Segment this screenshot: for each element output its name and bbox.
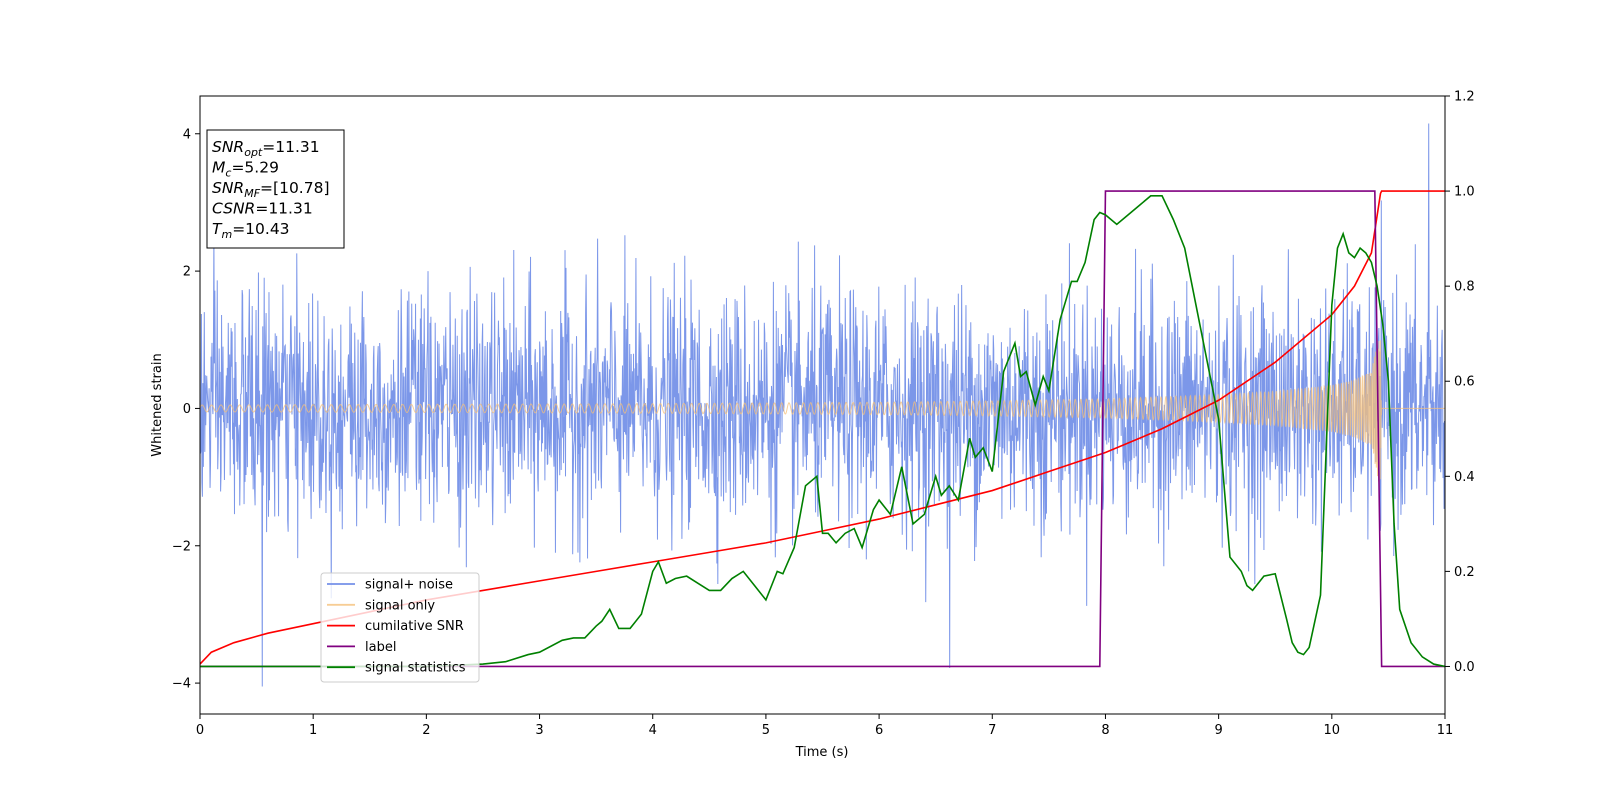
legend-label: cumilative SNR	[365, 619, 464, 634]
x-tick-label: 2	[422, 723, 430, 738]
legend-signal-statistics: signal statistics	[327, 661, 466, 676]
x-axis-label: Time (s)	[795, 745, 849, 760]
y2-tick-label: 0.0	[1454, 660, 1475, 675]
legend-label: signal+ noise	[365, 578, 453, 593]
y-tick-label: 4	[183, 127, 191, 142]
y2-tick-label: 0.4	[1454, 470, 1475, 485]
x-tick-label: 11	[1437, 723, 1454, 738]
y2-tick-label: 0.8	[1454, 280, 1475, 295]
x-tick-label: 9	[1214, 723, 1222, 738]
legend-label: signal statistics	[365, 661, 466, 676]
y2-tick-label: 0.2	[1454, 565, 1475, 580]
x-tick-label: 5	[762, 723, 770, 738]
series-label-line	[200, 190, 1445, 668]
info-line: Tm=10.43	[212, 220, 290, 241]
x-tick-label: 0	[196, 723, 204, 738]
x-tick-label: 7	[988, 723, 996, 738]
y-tick-label: 0	[183, 402, 191, 417]
plot-frame	[199, 95, 1446, 715]
info-box-frame	[206, 129, 345, 249]
y-tick-label: −4	[172, 677, 191, 692]
legend-label: label	[365, 640, 396, 655]
legend-label: label	[327, 640, 396, 655]
info-line: SNRMF=[10.78]	[212, 179, 330, 200]
x-tick-label: 4	[649, 723, 657, 738]
y2-tick-label: 1.2	[1454, 90, 1475, 105]
series-signal-statistics-line	[200, 195, 1445, 668]
legend-cumulative-snr: cumilative SNR	[327, 619, 464, 634]
info-line: CSNR=11.31	[212, 200, 313, 218]
x-tick-label: 8	[1101, 723, 1109, 738]
series-signal-noise-line	[200, 123, 1445, 687]
series-signal-only-line	[200, 340, 1445, 482]
legend: signal+ noise signal only cumilative SNR la…	[320, 572, 480, 683]
x-tick-label: 3	[535, 723, 543, 738]
legend-label: signal only	[365, 598, 435, 613]
x-tick-label: 6	[875, 723, 883, 738]
legend-frame	[320, 572, 480, 683]
legend-signal-noise: signal+ noise	[327, 578, 453, 593]
legend-signal-only: signal only	[327, 598, 435, 613]
y-tick-label: −2	[172, 539, 191, 554]
info-line: SNRopt=11.31	[212, 138, 320, 159]
y2-tick-label: 0.6	[1454, 375, 1475, 390]
axes: 0 1 2 3 4 5 6 7 8 9 10 11 −4 −2 0 2 4 0.0 0.2 0.4 0.6 0.8 1.0 1…	[172, 90, 1475, 739]
y2-tick-label: 1.0	[1454, 185, 1475, 200]
y-axis-left-label: Whitened strain	[150, 353, 165, 456]
x-tick-label: 10	[1324, 723, 1341, 738]
x-tick-label: 1	[309, 723, 317, 738]
y-tick-label: 2	[183, 265, 191, 280]
info-line: Mc=5.29	[212, 159, 279, 180]
info-box: SNRopt=11.31Mc=5.29SNRMF=[10.78]CSNR=11.…	[206, 129, 345, 249]
